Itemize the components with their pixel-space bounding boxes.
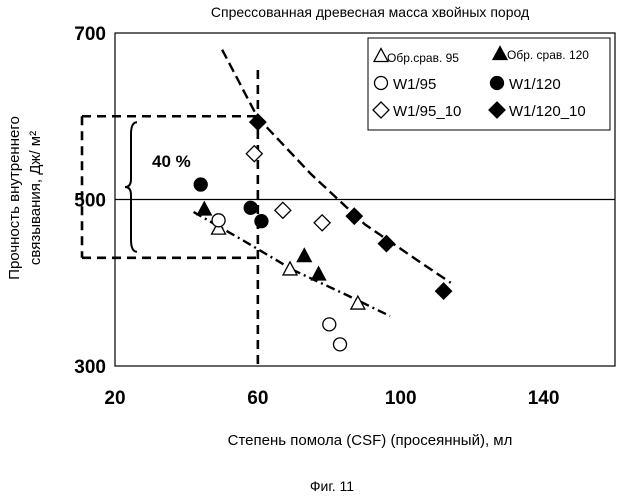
point-обр-срав-95 xyxy=(349,294,366,310)
legend: Обр.срав. 95 Обр. срав. 120 W1/95 W1/120 W1/… xyxy=(367,37,611,131)
legend-marker xyxy=(373,75,389,91)
trendline-1 xyxy=(221,49,452,284)
brace xyxy=(124,121,138,253)
legend-marker xyxy=(488,101,506,119)
x-axis-ticks: 20 60 100 140 xyxy=(104,388,559,409)
legend-marker xyxy=(491,45,509,61)
legend-label: Обр.срав. 95 xyxy=(387,51,459,65)
legend-marker xyxy=(372,47,390,63)
chart-title: Спрессованная древесная масса хвойных по… xyxy=(211,4,529,20)
point-w1-120-10 xyxy=(345,207,364,226)
x-tick-label: 100 xyxy=(385,388,417,409)
point-обр-срав-95 xyxy=(210,219,227,235)
x-axis-label: Степень помола (CSF) (просеянный), мл xyxy=(228,432,513,449)
point-w1-95-10 xyxy=(273,201,292,220)
plot-area: 40 % xyxy=(80,32,616,367)
point-w1-95 xyxy=(211,213,226,228)
point-w1-120 xyxy=(193,177,208,192)
y-tick-label: 700 xyxy=(74,24,106,45)
y-tick-label: 500 xyxy=(74,191,106,212)
point-w1-95-10 xyxy=(245,144,264,163)
point-w1-95-10 xyxy=(313,213,332,232)
y-axis-label-line2: связывания, Дж/ м² xyxy=(27,131,44,265)
legend-label: Обр. срав. 120 xyxy=(507,48,589,62)
point-w1-95 xyxy=(332,337,348,352)
point-обр-срав-120 xyxy=(296,247,313,263)
legend-label: W1/95 xyxy=(393,76,436,93)
point-w1-120 xyxy=(243,200,258,215)
y-axis-label-line1: Прочность внутреннего xyxy=(6,116,23,280)
point-w1-120 xyxy=(254,213,269,229)
legend-marker xyxy=(489,75,505,91)
x-tick-label: 60 xyxy=(247,388,268,409)
point-обр-срав-120 xyxy=(310,265,327,281)
legend-label: W1/120_10 xyxy=(509,103,586,120)
point-обр-срав-120 xyxy=(196,200,213,216)
y-axis-ticks: 300 500 700 xyxy=(74,24,106,378)
legend-label: W1/95_10 xyxy=(393,103,461,120)
annotation-40-percent: 40 % xyxy=(152,152,191,171)
point-w1-120-10 xyxy=(377,234,396,253)
point-w1-95 xyxy=(322,317,337,332)
y-tick-label: 300 xyxy=(74,357,106,378)
point-w1-120-10 xyxy=(434,282,453,300)
point-w1-120-10 xyxy=(248,113,267,131)
legend-marker xyxy=(372,101,390,119)
x-tick-label: 20 xyxy=(104,388,125,409)
legend-box xyxy=(367,37,611,131)
figure-caption: Фиг. 11 xyxy=(310,478,354,494)
x-tick-label: 140 xyxy=(528,388,560,409)
point-обр-срав-95 xyxy=(281,260,299,276)
legend-label: W1/120 xyxy=(509,76,561,93)
